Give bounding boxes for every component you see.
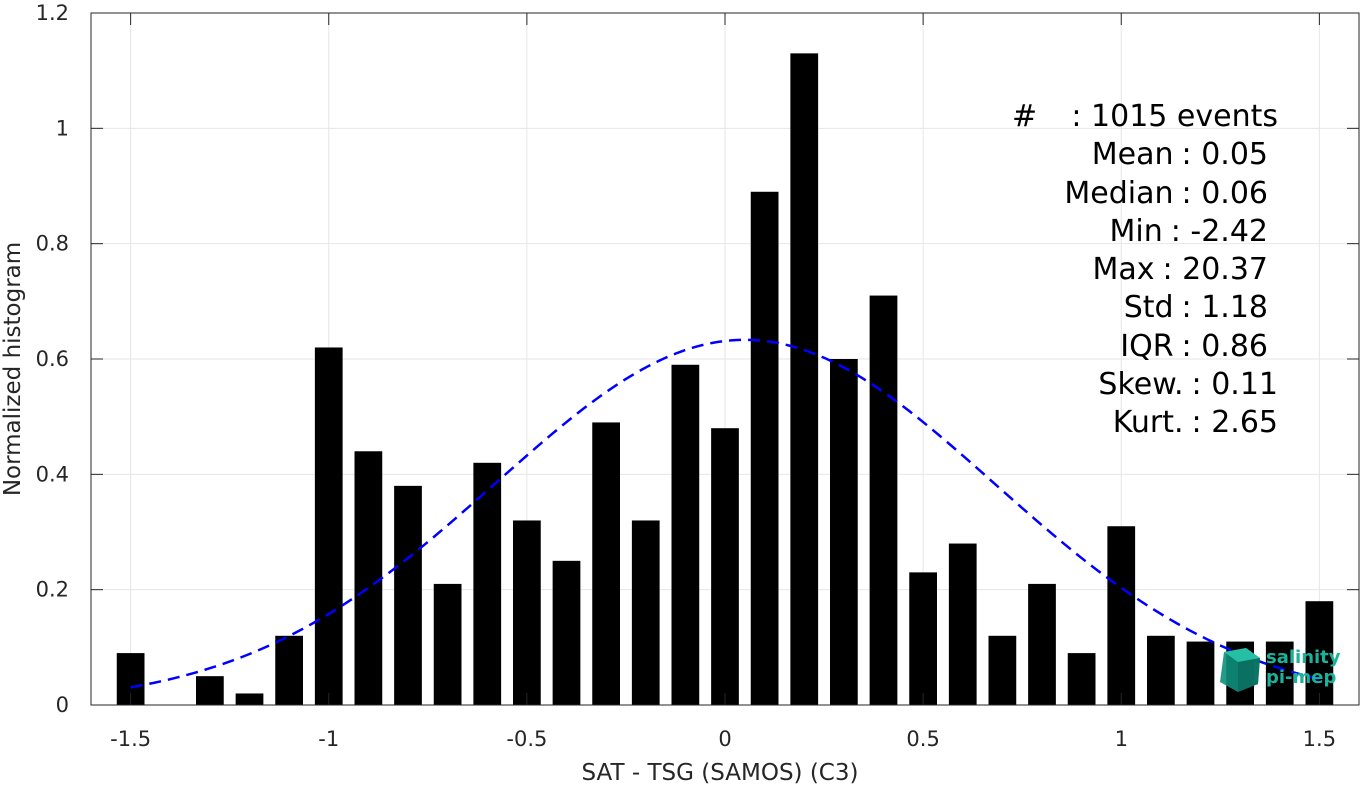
x-tick-label: 1 — [1115, 727, 1128, 751]
x-tick-label: 0 — [718, 727, 731, 751]
stat-value: : 20.37 — [1162, 252, 1268, 288]
normal-fit-curve — [130, 338, 1320, 689]
histogram-bar — [433, 583, 462, 705]
y-tick-label: 0.2 — [36, 578, 69, 602]
histogram-bars — [116, 53, 1334, 706]
histogram-bar — [592, 422, 620, 705]
logo-text-salinity: salinity — [1266, 647, 1341, 668]
histogram-bar — [314, 347, 343, 705]
stat-value: : 0.86 — [1181, 328, 1268, 364]
stat-label: IQR — [1120, 328, 1174, 364]
histogram-bar — [1147, 635, 1175, 705]
axis-ticks: -1.5 -1 -0.5 0 0.5 1 1.5 0 0.2 0.4 0.6 0.8 1 1.2 — [36, 1, 1359, 751]
histogram-bar — [988, 635, 1017, 705]
statistics-panel: #: 1015 events Mean: 0.05 Median: 0.06 Min:… — [1000, 98, 1280, 443]
histogram-bar — [671, 364, 700, 705]
stat-line: Median: 0.06 — [1000, 175, 1280, 213]
stat-line: Min: -2.42 — [1000, 213, 1280, 251]
histogram-bar — [235, 693, 264, 705]
stat-value: : -2.42 — [1170, 213, 1268, 249]
stat-value: : 1015 events — [1071, 99, 1278, 134]
histogram-bar — [552, 560, 581, 705]
histogram-bar — [1305, 601, 1334, 705]
x-tick-label: -0.5 — [506, 727, 547, 751]
histogram-bar — [830, 359, 858, 705]
logo-cube-icon — [1220, 648, 1260, 692]
histogram-bar — [1107, 526, 1136, 705]
histogram-bar — [1028, 583, 1056, 705]
y-tick-label: 0.6 — [36, 347, 69, 371]
stat-value: : 1.18 — [1181, 290, 1268, 326]
stat-label: Skew. — [1098, 367, 1184, 403]
histogram-bar — [354, 451, 383, 705]
x-tick-label: 0.5 — [906, 727, 939, 751]
stat-line: Std: 1.18 — [1000, 289, 1280, 327]
stat-line: # : 1015 events — [1000, 98, 1280, 136]
histogram-bar — [1186, 641, 1215, 705]
stat-value: : 2.65 — [1191, 405, 1278, 441]
histogram-bar — [513, 520, 541, 705]
stat-value: : 0.06 — [1181, 175, 1268, 211]
stat-line: IQR: 0.86 — [1000, 328, 1280, 366]
histogram-bar — [631, 520, 660, 705]
histogram-bar — [473, 462, 502, 705]
y-tick-label: 1 — [56, 116, 69, 140]
stat-line: Max: 20.37 — [1000, 251, 1280, 289]
x-tick-label: 1.5 — [1303, 727, 1336, 751]
stat-label: Mean — [1091, 137, 1174, 173]
x-tick-label: -1 — [318, 727, 339, 751]
histogram-bar — [1265, 641, 1294, 705]
stat-label: Median — [1064, 175, 1174, 211]
y-tick-label: 0.4 — [36, 462, 69, 486]
y-tick-label: 0.8 — [36, 232, 69, 256]
stat-label: Std — [1123, 290, 1174, 326]
stat-label: Max — [1092, 252, 1155, 288]
stat-label: Kurt. — [1112, 405, 1184, 441]
stat-label: Min — [1109, 213, 1163, 249]
stat-value: : 0.05 — [1181, 137, 1268, 173]
histogram-bar — [394, 485, 422, 705]
y-tick-label: 0 — [56, 693, 69, 717]
histogram-bar — [711, 428, 739, 705]
histogram-bar — [948, 543, 977, 705]
y-tick-label: 1.2 — [36, 1, 69, 25]
histogram-bar — [790, 53, 819, 706]
histogram-bar — [869, 295, 898, 705]
histogram-bar — [1067, 653, 1096, 705]
salinity-pimep-logo: salinity pi-mep — [1216, 646, 1356, 694]
histogram-bar — [909, 572, 937, 705]
x-axis-label: SAT - TSG (SAMOS) (C3) — [582, 760, 859, 785]
y-axis-label: Normalized histogram — [0, 242, 26, 496]
stat-line: Kurt.: 2.65 — [1000, 404, 1280, 442]
histogram-bar — [275, 635, 303, 705]
stat-label: # — [1012, 99, 1038, 134]
logo-text-pimep: pi-mep — [1266, 667, 1337, 688]
stat-line: Mean: 0.05 — [1000, 136, 1280, 174]
histogram-bar — [196, 676, 224, 705]
histogram-bar — [750, 191, 779, 705]
x-tick-label: -1.5 — [110, 727, 151, 751]
stat-line: Skew.: 0.11 — [1000, 366, 1280, 404]
stat-value: : 0.11 — [1191, 367, 1278, 403]
